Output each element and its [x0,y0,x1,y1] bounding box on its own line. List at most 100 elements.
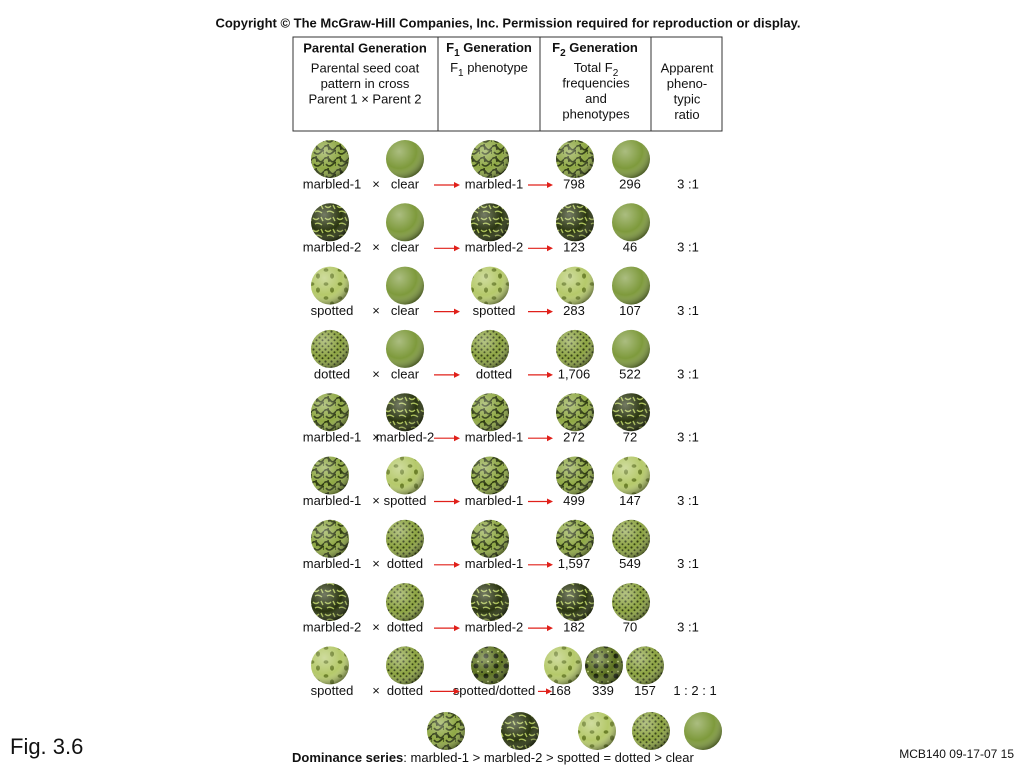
parent2: dotted [387,620,423,635]
arrow-head [454,245,460,252]
seed-shade [556,203,594,242]
header-text: pattern in cross [321,76,410,91]
seed-shade [612,203,650,242]
ratio: 3 :1 [677,430,699,445]
seed-shade [556,519,594,558]
seed-shade [612,393,650,432]
parent2: dotted [387,556,423,571]
seed-shade [612,456,650,495]
seed-shade [471,583,509,622]
copyright: Copyright © The McGraw-Hill Companies, I… [215,15,800,30]
seed-shade [311,456,349,495]
seed-shade [386,519,424,558]
f2-count: 70 [623,620,637,635]
parent1: marbled-1 [303,493,362,508]
f2-count: 182 [563,620,585,635]
seed-shade [311,393,349,432]
seed-shade [556,140,594,178]
arrow-head [547,625,553,632]
header-text: ratio [674,107,699,122]
f2-count: 168 [549,683,571,698]
ratio: 3 :1 [677,556,699,571]
dominance-text: : marbled-1 > marbled-2 > spotted = dott… [403,750,694,765]
seed-shade [311,203,349,242]
parent2: spotted [384,493,427,508]
f1-phenotype: spotted [473,303,516,318]
subscript: 2 [613,68,619,79]
header-box [292,36,723,132]
seed-shade [311,519,349,558]
f2-count: 72 [623,430,637,445]
seed-shade [386,203,424,242]
parent2: dotted [387,683,423,698]
header-text: Parent 1 × Parent 2 [308,91,421,106]
subscript: 1 [458,68,464,79]
figure-label: Fig. 3.6 [10,734,83,759]
seed-shade [585,646,623,685]
seed-shade [386,583,424,622]
f1-phenotype: dotted [476,366,512,381]
ratio: 3 :1 [677,493,699,508]
seed-shade [311,329,349,368]
arrow-head [547,435,553,442]
arrow-head [547,308,553,315]
seed-shade [471,646,509,685]
f2-count: 499 [563,493,585,508]
arrow-head [546,688,552,695]
arrow-head [454,435,460,442]
ratio: 3 :1 [677,176,699,191]
parent1: marbled-2 [303,620,362,635]
seed-shade [311,583,349,622]
seed-shade [386,266,424,305]
f1-phenotype: marbled-2 [465,240,524,255]
parent1: spotted [311,683,354,698]
seed-shade [386,393,424,432]
arrow-head [454,182,460,188]
header-text: Parental seed coat [311,60,420,75]
parent2: clear [391,303,420,318]
cross: × [372,240,380,255]
f1-phenotype: marbled-1 [465,430,524,445]
text-part: Generation [460,40,532,55]
arrow-head [547,371,553,378]
f1-phenotype: marbled-1 [465,176,524,191]
f2-count: 147 [619,493,641,508]
arrow-head [547,498,553,505]
arrow-head [547,245,553,252]
header-text: frequencies [562,76,630,91]
seed-shade [632,712,670,750]
cross: × [372,683,380,698]
seed-shade [386,456,424,495]
f2-count: 522 [619,366,641,381]
arrow-head [454,371,460,378]
f2-count: 1,706 [558,366,591,381]
seed-shade [556,329,594,368]
f2-count: 272 [563,430,585,445]
ratio: 3 :1 [677,366,699,381]
f2-count: 123 [563,240,585,255]
f1-phenotype: marbled-2 [465,620,524,635]
cross: × [372,493,380,508]
header-text: F1 Generation [446,40,532,58]
text-part: phenotypes [562,107,630,122]
subscript: 1 [454,48,460,59]
seed-shade [386,329,424,368]
cross: × [372,176,380,191]
parent1: marbled-1 [303,176,362,191]
f2-count: 283 [563,303,585,318]
text-part: F [450,60,458,75]
seed-shade [471,456,509,495]
seed-shade [311,646,349,685]
text-part: phenotype [464,60,528,75]
text-part: Total F [574,60,613,75]
cross: × [372,430,380,445]
cross: × [372,366,380,381]
header-text: phenotypes [562,107,630,122]
header-text: F2 Generation [552,40,638,58]
seed-shade [471,393,509,432]
seed-shade [556,266,594,305]
ratio: 3 :1 [677,620,699,635]
seed-shade [556,456,594,495]
header-text: F1 phenotype [450,60,528,78]
